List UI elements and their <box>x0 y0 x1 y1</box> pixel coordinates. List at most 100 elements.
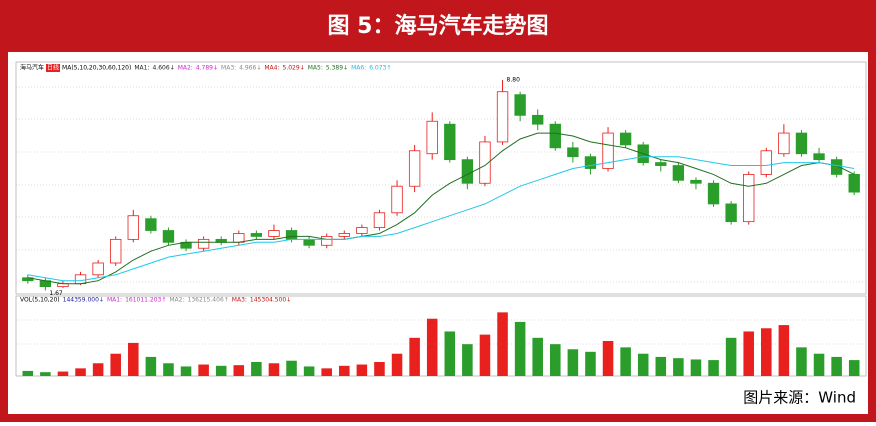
legend-value: 4.606↓ <box>152 65 174 72</box>
volume-bar <box>198 364 209 376</box>
volume-bar <box>550 344 561 376</box>
volume-bar <box>655 356 667 376</box>
volume-bar <box>567 349 579 376</box>
volume-bar <box>514 321 526 376</box>
volume-bar <box>40 372 51 376</box>
candle-body <box>532 114 544 125</box>
candle-body <box>426 120 438 155</box>
volume-bar <box>110 353 121 376</box>
volume-bar <box>180 366 192 376</box>
candle-body <box>655 162 667 166</box>
legend-label: MA5: <box>308 65 323 72</box>
legend-label: MA1: <box>107 297 122 304</box>
candle-body <box>672 165 685 181</box>
ma-line <box>27 156 855 282</box>
volume-bar <box>75 368 86 376</box>
volume-bar <box>479 334 491 376</box>
volume-bar <box>532 337 543 376</box>
volume-bar <box>602 341 614 376</box>
title: 图 5：海马汽车走势图 <box>328 13 549 39</box>
volume-bar <box>848 360 860 376</box>
price-area <box>15 61 867 295</box>
volume-area <box>15 295 867 377</box>
volume-bar <box>268 363 280 376</box>
volume-bar <box>585 351 596 376</box>
candle-body <box>285 230 298 240</box>
volume-bar <box>57 371 69 376</box>
candle-body <box>813 153 825 161</box>
volume-bar <box>444 331 456 376</box>
volume-bar <box>462 344 473 376</box>
candle-body <box>110 238 122 264</box>
legend-value: 136215.406↑ <box>188 297 229 304</box>
candle-body <box>830 159 843 175</box>
volume-bar <box>356 364 368 376</box>
candle-body <box>391 185 403 214</box>
min-label: 1.67 <box>49 290 63 297</box>
candle-body <box>22 277 34 282</box>
legend-value: 4.966↓ <box>239 65 261 72</box>
volume-bar <box>637 353 649 376</box>
legend-label: MA3: <box>232 297 247 304</box>
legend-value: 6.073↑ <box>369 65 391 72</box>
legend-label: MA4: <box>264 65 279 72</box>
candle-body <box>461 159 474 184</box>
volume-bar <box>409 337 420 376</box>
candle-body <box>356 227 368 234</box>
candle-body <box>197 238 210 249</box>
volume-bar <box>690 359 702 376</box>
volume-bar <box>339 365 350 376</box>
period-box <box>46 64 61 72</box>
candle-body <box>444 123 456 161</box>
volume-bar <box>620 347 631 376</box>
volume-bar <box>426 318 438 376</box>
volume-bar <box>391 353 403 376</box>
source: 图片来源：Wind <box>743 389 856 407</box>
candle-body <box>848 174 860 193</box>
candle-body <box>250 233 263 237</box>
legend-value: 5.389↓ <box>326 65 348 72</box>
volume-bar <box>92 363 104 376</box>
volume-bar <box>321 368 332 376</box>
volume-bar <box>813 353 825 376</box>
legend-label: MA6: <box>351 65 366 72</box>
max-label: 8.80 <box>507 76 521 83</box>
candle-body <box>619 132 632 146</box>
volume-bar <box>374 362 385 376</box>
candle-body <box>127 215 139 240</box>
candle-body <box>268 230 280 237</box>
legend-label: MA1: <box>134 65 149 72</box>
legend-label: MA3: <box>221 65 236 72</box>
candle-body <box>795 132 808 155</box>
candle-body <box>584 156 597 169</box>
candle-body <box>496 91 509 143</box>
volume-bar <box>128 342 139 376</box>
indicator: VOL(5,10,20) <box>20 297 60 304</box>
candle-body <box>778 132 790 155</box>
volume-bar <box>497 312 508 376</box>
candle-body <box>602 132 614 169</box>
candle-body <box>514 94 526 116</box>
period: 日线 <box>47 64 59 72</box>
volume-bar <box>145 356 157 376</box>
legend-value: 161011.203↑ <box>125 297 166 304</box>
volume-bar <box>286 360 297 376</box>
candle-body <box>690 179 702 184</box>
volume-bar <box>251 362 262 376</box>
candle-body <box>725 203 737 223</box>
candle-body <box>373 212 386 228</box>
candle-body <box>760 150 772 175</box>
legend-value: 144359.000↓ <box>63 297 104 304</box>
volume-bar <box>831 356 842 376</box>
volume-bar <box>778 325 790 376</box>
volume-bar <box>725 337 737 376</box>
volume-bar <box>761 328 772 376</box>
volume-bar <box>233 365 245 376</box>
volume-bar <box>303 366 315 376</box>
candle-body <box>743 174 755 223</box>
legend-value: 4.789↓ <box>196 65 218 72</box>
candle-body <box>74 274 87 285</box>
candle-body <box>321 236 333 246</box>
